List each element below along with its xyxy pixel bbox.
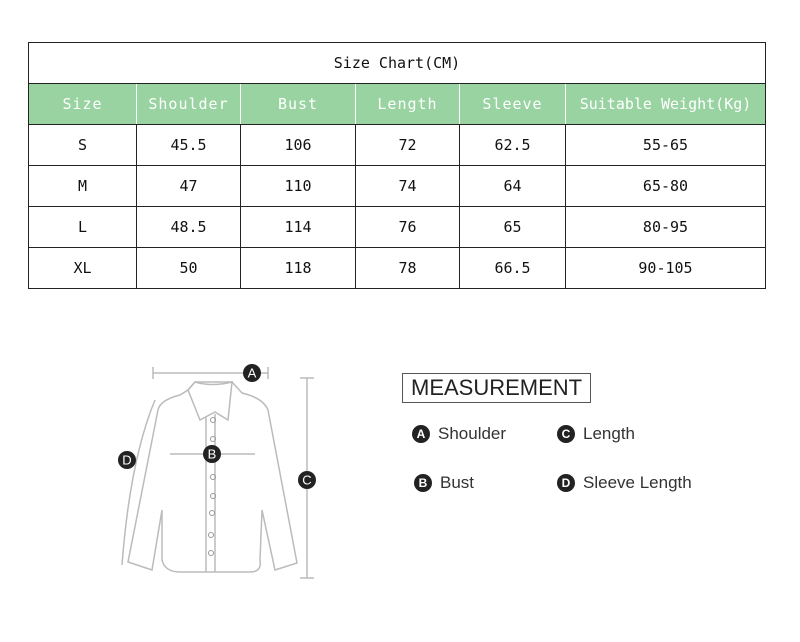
table-header-row: Size Shoulder Bust Length Sleeve Suitabl… xyxy=(28,83,766,125)
table-cell: L xyxy=(28,206,137,248)
table-cell: 76 xyxy=(355,206,460,248)
legend-label: Bust xyxy=(440,473,475,492)
table-cell: 110 xyxy=(240,165,356,207)
table-cell: M xyxy=(28,165,137,207)
table-row: S 45.5 106 72 62.5 55-65 xyxy=(28,124,766,166)
table-cell: 64 xyxy=(459,165,566,207)
table-cell: 48.5 xyxy=(136,206,241,248)
header-cell: Size xyxy=(28,83,137,125)
table-row: XL 50 118 78 66.5 90-105 xyxy=(28,247,766,289)
table-cell: 45.5 xyxy=(136,124,241,166)
table-cell: 118 xyxy=(240,247,356,289)
legend-label: Shoulder xyxy=(438,424,507,443)
label-c: C xyxy=(302,473,311,488)
label-a: A xyxy=(248,366,257,381)
legend-item: D Sleeve Length xyxy=(557,473,692,493)
table-cell: 114 xyxy=(240,206,356,248)
table-cell: 66.5 xyxy=(459,247,566,289)
table-title: Size Chart(CM) xyxy=(28,42,766,84)
legend-badge: B xyxy=(414,474,432,492)
header-cell: Sleeve xyxy=(459,83,566,125)
table-row: L 48.5 114 76 65 80-95 xyxy=(28,206,766,248)
legend-badge: D xyxy=(557,474,575,492)
label-d: D xyxy=(122,453,131,468)
table-cell: 74 xyxy=(355,165,460,207)
header-cell: Shoulder xyxy=(136,83,241,125)
legend-label: Sleeve Length xyxy=(583,473,692,492)
table-cell: XL xyxy=(28,247,137,289)
table-cell: 72 xyxy=(355,124,460,166)
header-cell: Bust xyxy=(240,83,356,125)
table-cell: 62.5 xyxy=(459,124,566,166)
table-cell: 90-105 xyxy=(565,247,766,289)
label-b: B xyxy=(208,447,217,462)
size-chart-table: Size Chart(CM) Size Shoulder Bust Length… xyxy=(28,42,766,289)
table-cell: 106 xyxy=(240,124,356,166)
table-cell: 50 xyxy=(136,247,241,289)
legend-badge: A xyxy=(412,425,430,443)
legend-badge: C xyxy=(557,425,575,443)
header-cell: Suitable Weight(Kg) xyxy=(565,83,766,125)
legend-item: C Length xyxy=(557,424,635,444)
label-a-badge xyxy=(243,364,261,382)
legend-item: B Bust xyxy=(414,473,474,493)
legend-item: A Shoulder xyxy=(412,424,506,444)
legend-label: Length xyxy=(583,424,635,443)
table-cell: 78 xyxy=(355,247,460,289)
table-cell: 47 xyxy=(136,165,241,207)
table-cell: 80-95 xyxy=(565,206,766,248)
measurement-title: MEASUREMENT xyxy=(402,373,592,403)
shirt-diagram: A B C D xyxy=(118,364,316,579)
table-cell: S xyxy=(28,124,137,166)
table-cell: 65 xyxy=(459,206,566,248)
table-cell: 65-80 xyxy=(565,165,766,207)
table-cell: 55-65 xyxy=(565,124,766,166)
header-cell: Length xyxy=(355,83,460,125)
table-row: M 47 110 74 64 65-80 xyxy=(28,165,766,207)
